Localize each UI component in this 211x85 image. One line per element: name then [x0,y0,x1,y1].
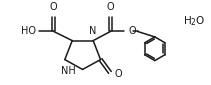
Text: O: O [107,2,114,12]
Text: O: O [114,69,122,79]
Text: NH: NH [61,66,76,76]
Text: N: N [89,26,97,36]
Text: O: O [195,16,204,26]
Text: H: H [184,16,192,26]
Text: 2: 2 [190,18,195,27]
Text: O: O [128,26,136,36]
Text: HO: HO [22,26,37,36]
Text: O: O [50,2,58,12]
